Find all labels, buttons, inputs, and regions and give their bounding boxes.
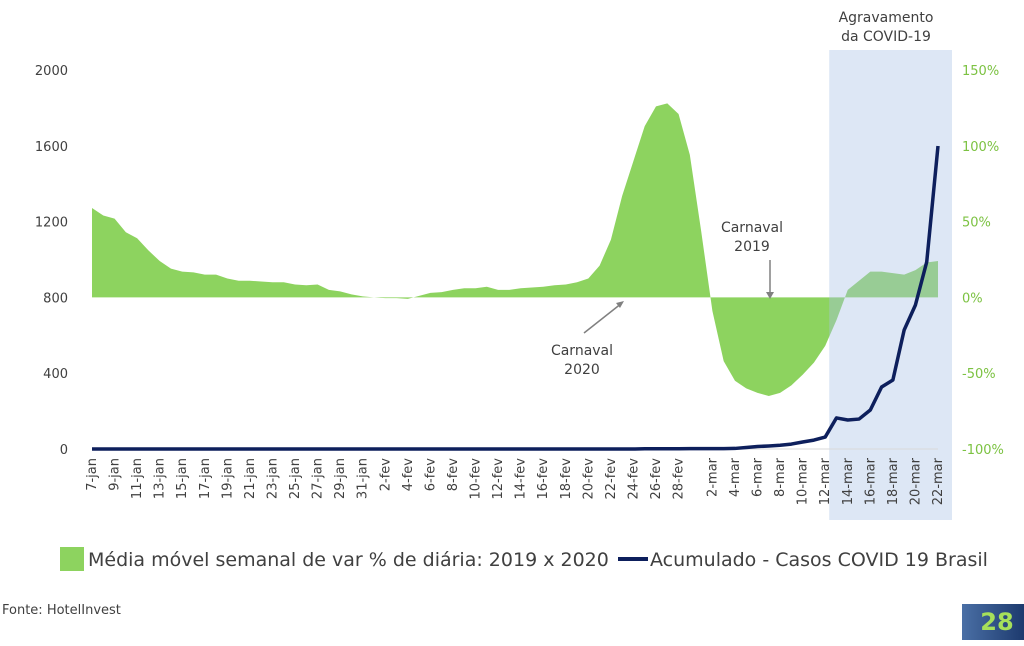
area [92, 103, 938, 396]
x-tick-label: 19-jan [220, 458, 235, 499]
y2-tick-label: -50% [962, 367, 996, 382]
x-tick-label: 23-jan [265, 458, 280, 499]
x-tick-label: 18-fev [559, 458, 574, 500]
x-tick-label: 22-fev [604, 458, 619, 500]
x-tick-label: 21-jan [243, 458, 258, 499]
annotation: da COVID-19 [841, 29, 931, 45]
y-tick-label: 1600 [35, 140, 68, 155]
annotation: Agravamento [839, 10, 934, 26]
y-tick-label: 2000 [35, 64, 68, 79]
x-tick-label: 14-fev [514, 458, 529, 500]
line [92, 145, 940, 451]
annotation: 2019 [734, 239, 770, 255]
arrow [583, 302, 623, 334]
x-tick-label: 20-mar [908, 457, 923, 505]
annotation: 2020 [564, 362, 600, 378]
legend-label: Acumulado - Casos COVID 19 Brasil [650, 549, 988, 571]
x-tick-label: 18-mar [886, 457, 901, 505]
x-tick-label: 22-mar [931, 457, 946, 505]
x-tick-label: 7-jan [85, 458, 100, 491]
x-tick-label: 13-jan [153, 458, 168, 499]
x-tick-label: 26-fev [649, 458, 664, 500]
x-tick-label: 10-fev [469, 458, 484, 500]
y-tick-label: 1200 [35, 216, 68, 231]
x-tick-label: 17-jan [198, 458, 213, 499]
x-tick-label: 31-jan [356, 458, 371, 499]
y2-tick-label: 150% [962, 64, 999, 79]
y2-tick-label: 100% [962, 140, 999, 155]
y2-tick-label: 50% [962, 216, 991, 231]
x-tick-label: 27-jan [311, 458, 326, 499]
x-tick-label: 14-mar [841, 457, 856, 505]
legend-label: Média móvel semanal de var % de diária: … [88, 549, 609, 571]
x-tick-label: 6-mar [751, 457, 766, 497]
y-tick-label: 0 [60, 443, 68, 458]
x-tick-label: 12-mar [818, 457, 833, 505]
x-tick-label: 16-mar [863, 457, 878, 505]
x-tick-label: 2-fev [378, 458, 393, 492]
x-tick-label: 12-fev [491, 458, 506, 500]
x-tick-label: 8-mar [773, 457, 788, 497]
annotation: Carnaval [551, 343, 613, 359]
x-tick-label: 4-mar [728, 457, 743, 497]
highlight-band [829, 50, 952, 520]
x-tick-label: 4-fev [401, 458, 416, 492]
x-tick-label: 2-mar [705, 457, 720, 497]
x-tick-label: 8-fev [446, 458, 461, 492]
x-tick-label: 29-jan [333, 458, 348, 499]
arrow-head [766, 292, 774, 299]
x-tick-label: 11-jan [130, 458, 145, 499]
page-number: 28 [980, 608, 1013, 636]
x-tick-label: 10-mar [796, 457, 811, 505]
source: Fonte: HotelInvest [2, 603, 121, 618]
page-number-box [962, 604, 1024, 640]
arrow-head [616, 301, 624, 308]
x-tick-label: 9-jan [108, 458, 123, 491]
y2-tick-label: 0% [962, 291, 983, 306]
x-tick-label: 24-fev [626, 458, 641, 500]
legend-swatch [60, 547, 84, 571]
x-tick-label: 6-fev [423, 458, 438, 492]
annotation: Carnaval [721, 220, 783, 236]
x-tick-label: 25-jan [288, 458, 303, 499]
y-tick-label: 800 [43, 291, 68, 306]
y-tick-label: 400 [43, 367, 68, 382]
x-tick-label: 15-jan [175, 458, 190, 499]
x-tick-label: 20-fev [581, 458, 596, 500]
y2-tick-label: -100% [962, 443, 1004, 458]
x-tick-label: 16-fev [536, 458, 551, 500]
x-tick-label: 28-fev [672, 458, 687, 500]
